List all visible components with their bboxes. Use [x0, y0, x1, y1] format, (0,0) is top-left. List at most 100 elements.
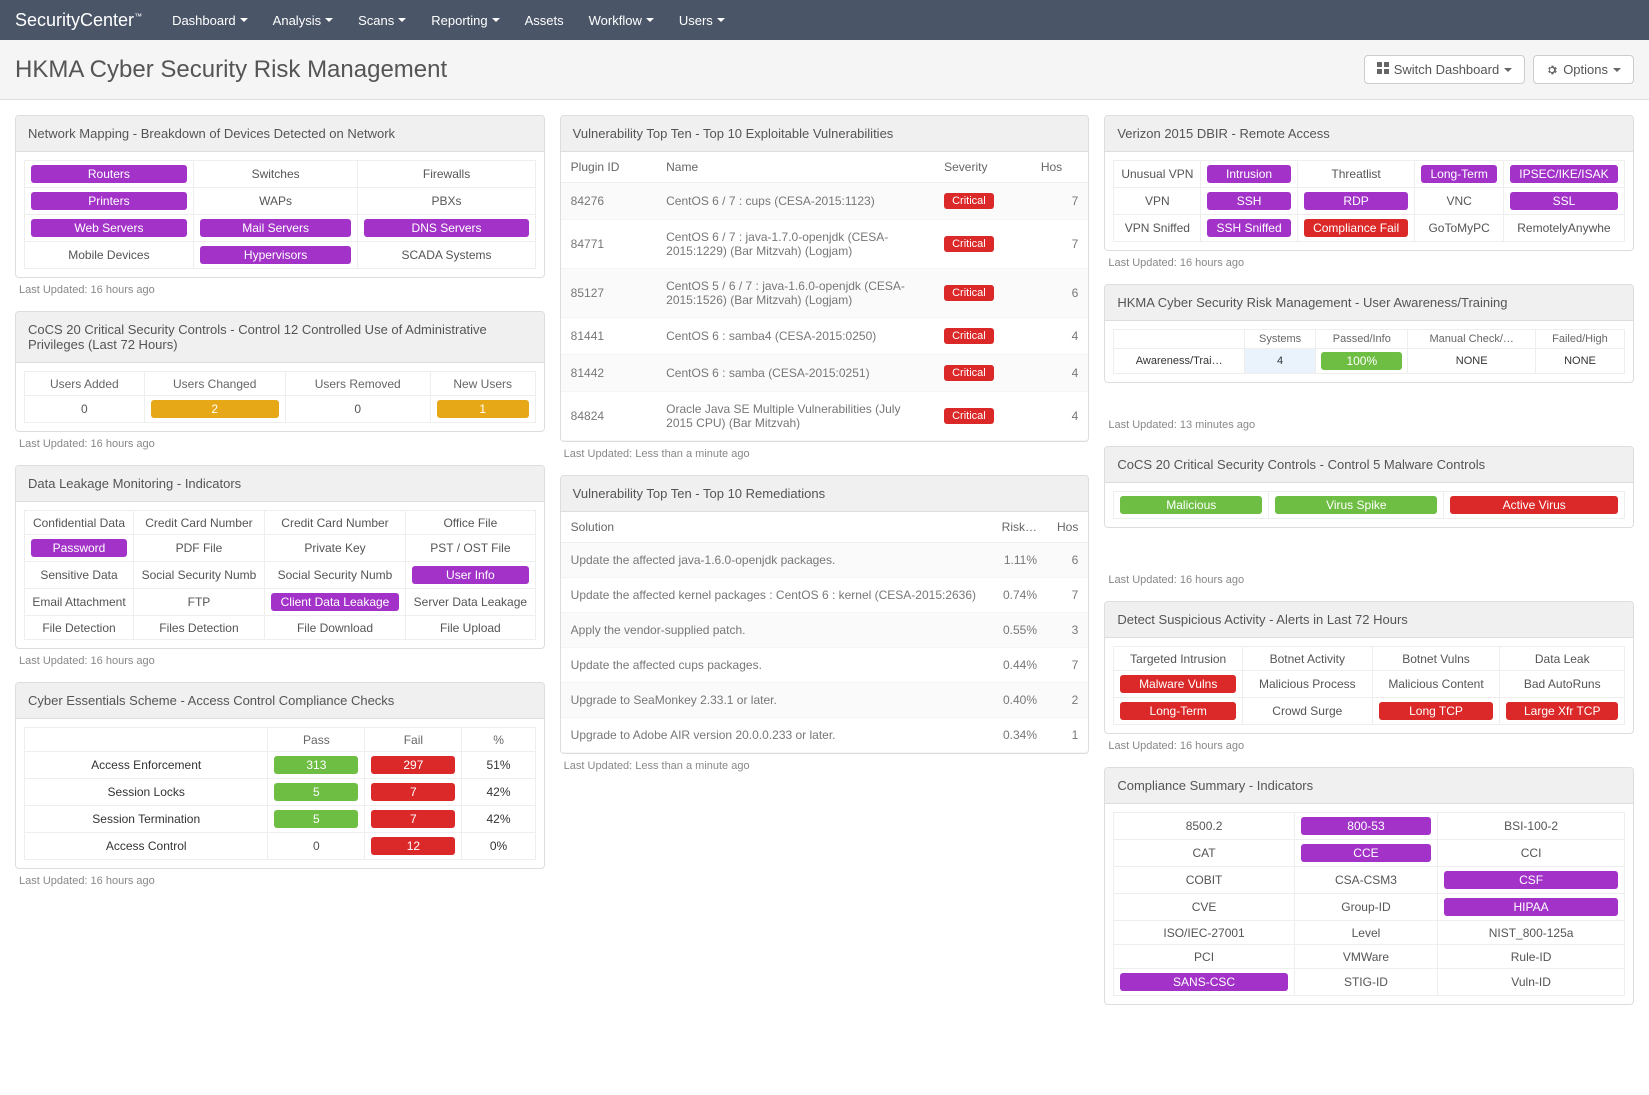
cell-label[interactable]: PCI	[1194, 950, 1214, 964]
pill[interactable]: 800-53	[1301, 817, 1431, 835]
grid-cell[interactable]: Long-Term	[1114, 698, 1243, 725]
grid-cell[interactable]: SSL	[1503, 188, 1624, 215]
grid-cell[interactable]: Email Attachment	[25, 589, 134, 616]
cell-label[interactable]: Rule-ID	[1511, 950, 1552, 964]
cell-label[interactable]: CVE	[1192, 900, 1217, 914]
pill[interactable]: Mail Servers	[200, 219, 352, 237]
pill[interactable]: Password	[31, 539, 127, 557]
passed-cell[interactable]: 100%	[1316, 349, 1408, 374]
grid-cell[interactable]: Malware Vulns	[1114, 671, 1243, 698]
grid-cell[interactable]: Credit Card Number	[134, 511, 265, 535]
grid-cell[interactable]: VPN	[1114, 188, 1201, 215]
pill[interactable]: SSH	[1207, 192, 1290, 210]
column-header[interactable]: Hos	[1047, 512, 1088, 543]
cell-label[interactable]: Confidential Data	[33, 516, 125, 530]
fail-cell[interactable]: 12	[365, 833, 462, 860]
fail-cell[interactable]: 297	[365, 752, 462, 779]
switch-dashboard-button[interactable]: Switch Dashboard	[1364, 55, 1526, 84]
table-row[interactable]: Upgrade to SeaMonkey 2.33.1 or later.0.4…	[561, 683, 1089, 718]
cell-label[interactable]: Level	[1352, 926, 1381, 940]
grid-cell[interactable]: Printers	[25, 188, 194, 215]
cell-label[interactable]: Unusual VPN	[1121, 167, 1193, 181]
grid-cell[interactable]: PBXs	[358, 188, 535, 215]
grid-cell[interactable]: 8500.2	[1114, 813, 1294, 840]
grid-cell[interactable]: VPN Sniffed	[1114, 215, 1201, 242]
table-row[interactable]: 81441CentOS 6 : samba4 (CESA-2015:0250)C…	[561, 318, 1089, 355]
grid-cell[interactable]: Vuln-ID	[1438, 969, 1625, 996]
cell-label[interactable]: GoToMyPC	[1428, 221, 1489, 235]
table-row[interactable]: Upgrade to Adobe AIR version 20.0.0.233 …	[561, 718, 1089, 753]
pill[interactable]: Web Servers	[31, 219, 187, 237]
cell-label[interactable]: Botnet Activity	[1270, 652, 1345, 666]
cell-label[interactable]: File Upload	[440, 621, 501, 635]
grid-cell[interactable]: Switches	[193, 161, 358, 188]
grid-cell[interactable]: Social Security Numb	[264, 562, 405, 589]
grid-cell[interactable]: RDP	[1297, 188, 1415, 215]
grid-cell[interactable]: Malicious Process	[1243, 671, 1372, 698]
grid-cell[interactable]: PST / OST File	[406, 535, 536, 562]
cell-label[interactable]: NIST_800-125a	[1489, 926, 1574, 940]
grid-cell[interactable]: 800-53	[1294, 813, 1437, 840]
grid-cell[interactable]: Firewalls	[358, 161, 535, 188]
column-header[interactable]: Plugin ID	[561, 152, 656, 183]
grid-cell[interactable]: Long TCP	[1372, 698, 1500, 725]
grid-cell[interactable]: CCE	[1294, 840, 1437, 867]
pill[interactable]: 2	[151, 400, 279, 418]
grid-cell[interactable]: RemotelyAnywhe	[1503, 215, 1624, 242]
grid-cell[interactable]: Long-Term	[1415, 161, 1503, 188]
column-header[interactable]: Risk…	[987, 512, 1047, 543]
cell-label[interactable]: Targeted Intrusion	[1130, 652, 1226, 666]
grid-cell[interactable]: Server Data Leakage	[406, 589, 536, 616]
cell-label[interactable]: Firewalls	[423, 167, 470, 181]
cell-label[interactable]: Email Attachment	[32, 595, 125, 609]
cell-label[interactable]: PBXs	[432, 194, 462, 208]
value-cell[interactable]: 2	[144, 396, 285, 423]
pass-cell[interactable]: 0	[268, 833, 365, 860]
value-cell[interactable]: 0	[25, 396, 145, 423]
grid-cell[interactable]: Group-ID	[1294, 894, 1437, 921]
grid-cell[interactable]: Confidential Data	[25, 511, 134, 535]
grid-cell[interactable]: Rule-ID	[1438, 945, 1625, 969]
column-header[interactable]: Name	[656, 152, 934, 183]
grid-cell[interactable]: STIG-ID	[1294, 969, 1437, 996]
cell-label[interactable]: Credit Card Number	[281, 516, 388, 530]
fail-cell[interactable]: 7	[365, 806, 462, 833]
grid-cell[interactable]: CSA-CSM3	[1294, 867, 1437, 894]
grid-cell[interactable]: File Download	[264, 616, 405, 640]
grid-cell[interactable]: User Info	[406, 562, 536, 589]
cell-label[interactable]: RemotelyAnywhe	[1517, 221, 1610, 235]
cell-label[interactable]: Sensitive Data	[40, 568, 117, 582]
pass-cell[interactable]: 313	[268, 752, 365, 779]
grid-cell[interactable]: Unusual VPN	[1114, 161, 1201, 188]
pill[interactable]: Hypervisors	[200, 246, 352, 264]
table-row[interactable]: 84824Oracle Java SE Multiple Vulnerabili…	[561, 392, 1089, 441]
cell-label[interactable]: Bad AutoRuns	[1524, 677, 1601, 691]
grid-cell[interactable]: Credit Card Number	[264, 511, 405, 535]
cell-label[interactable]: Files Detection	[159, 621, 238, 635]
pill[interactable]: User Info	[412, 566, 529, 584]
grid-cell[interactable]: NIST_800-125a	[1438, 921, 1625, 945]
systems-cell[interactable]: 4	[1245, 349, 1316, 374]
nav-item-analysis[interactable]: Analysis	[273, 13, 333, 28]
cell-label[interactable]: VPN	[1145, 194, 1170, 208]
pill[interactable]: Long-Term	[1120, 702, 1236, 720]
cell-label[interactable]: VMWare	[1343, 950, 1389, 964]
pill[interactable]: Compliance Fail	[1304, 219, 1409, 237]
cell-label[interactable]: Vuln-ID	[1511, 975, 1551, 989]
grid-cell[interactable]: Compliance Fail	[1297, 215, 1415, 242]
grid-cell[interactable]: SSH	[1201, 188, 1297, 215]
grid-cell[interactable]: Virus Spike	[1269, 492, 1444, 519]
grid-cell[interactable]: Threatlist	[1297, 161, 1415, 188]
cell-label[interactable]: CAT	[1192, 846, 1215, 860]
grid-cell[interactable]: Client Data Leakage	[264, 589, 405, 616]
grid-cell[interactable]: PCI	[1114, 945, 1294, 969]
grid-cell[interactable]: Password	[25, 535, 134, 562]
pill[interactable]: Client Data Leakage	[271, 593, 399, 611]
pill[interactable]: 1	[437, 400, 529, 418]
grid-cell[interactable]: Active Virus	[1444, 492, 1625, 519]
value-cell[interactable]: 0	[285, 396, 430, 423]
grid-cell[interactable]: ISO/IEC-27001	[1114, 921, 1294, 945]
nav-item-users[interactable]: Users	[679, 13, 725, 28]
cell-label[interactable]: VPN Sniffed	[1125, 221, 1190, 235]
cell-label[interactable]: 0	[354, 402, 361, 416]
